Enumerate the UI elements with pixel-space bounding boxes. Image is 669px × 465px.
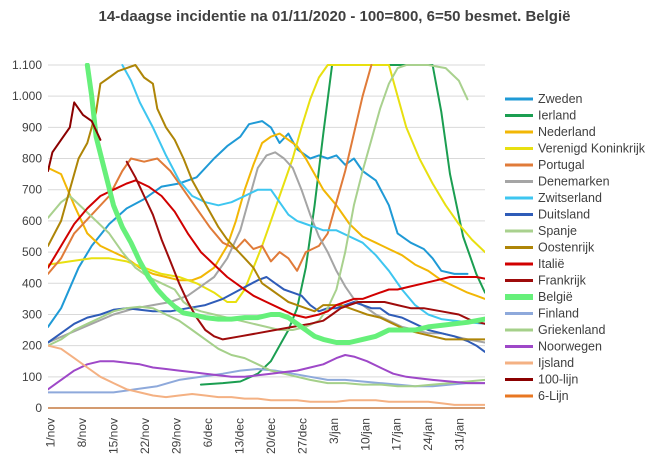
y-tick-label: 800 xyxy=(22,152,42,166)
series-line-frankrijk xyxy=(125,160,485,341)
legend-label: Oostenrijk xyxy=(538,241,595,255)
x-tick-label: 8/nov xyxy=(75,418,89,447)
legend-label: Duitsland xyxy=(538,208,590,222)
chart-title: 14-daagse incidentie na 01/11/2020 - 100… xyxy=(98,8,571,25)
x-tick-label: 17/jan xyxy=(390,418,404,451)
y-tick-label: 900 xyxy=(22,120,42,134)
series-line-zweden xyxy=(48,120,469,328)
legend-label: Zweden xyxy=(538,92,583,106)
legend-label: Ijsland xyxy=(538,356,574,370)
series-line-noorwegen xyxy=(48,354,485,391)
y-tick-label: 400 xyxy=(22,276,42,290)
x-tick-label: 27/dec xyxy=(295,418,309,454)
series-line-oostenrijk xyxy=(48,64,485,341)
y-tick-label: 1.000 xyxy=(12,89,42,103)
y-tick-label: 700 xyxy=(22,183,42,197)
gridlines xyxy=(48,64,485,409)
x-tick-label: 10/jan xyxy=(358,418,372,451)
legend-label: Verenigd Koninkrijk xyxy=(538,142,646,156)
x-tick-label: 15/nov xyxy=(107,418,121,454)
series-lines xyxy=(48,63,485,409)
series-line-ijsland xyxy=(48,344,485,406)
y-tick-label: 600 xyxy=(22,214,42,228)
y-tick-label: 100 xyxy=(22,370,42,384)
series-line-portugal xyxy=(48,64,373,275)
legend-label: Zwitserland xyxy=(538,191,602,205)
legend-label: Denemarken xyxy=(538,175,610,189)
x-tick-label: 1/nov xyxy=(44,418,58,447)
x-tick-label: 29/nov xyxy=(169,418,183,454)
legend-label: 6-Lijn xyxy=(538,389,569,403)
axes: 0 100 200 300 400 500 600 700 800 900 1.000 1.100 1/… xyxy=(12,58,485,454)
legend-label: 100-lijn xyxy=(538,373,578,387)
x-tick-label: 24/jan xyxy=(421,418,435,451)
series-line-100-lijn xyxy=(48,101,102,172)
series-line-spanje xyxy=(48,64,469,331)
x-tick-label: 6/dec xyxy=(201,418,215,447)
x-tick-label: 13/dec xyxy=(232,418,246,454)
legend-label: Griekenland xyxy=(538,323,605,337)
legend-label: Nederland xyxy=(538,125,596,139)
series-line-finland xyxy=(48,368,485,394)
legend-label: Finland xyxy=(538,307,579,321)
legend-label: Noorwegen xyxy=(538,340,602,354)
series-line-griekenland xyxy=(48,305,485,388)
x-tick-label: 22/nov xyxy=(138,418,152,454)
x-tick-label: 31/jan xyxy=(453,418,467,451)
y-tick-label: 200 xyxy=(22,339,42,353)
legend-label: Spanje xyxy=(538,224,577,238)
legend-label: België xyxy=(538,290,573,304)
series-line-zwitserland xyxy=(121,64,485,325)
series-line-belgi- xyxy=(84,63,485,345)
legend-label: Frankrijk xyxy=(538,274,587,288)
y-tick-label: 500 xyxy=(22,245,42,259)
y-tick-label: 1.100 xyxy=(12,58,42,72)
legend-label: Italië xyxy=(538,257,564,271)
y-tick-label: 300 xyxy=(22,307,42,321)
legend-label: Portugal xyxy=(538,158,585,172)
legend: Zweden Ierland Nederland Verenigd Koninkrij… xyxy=(505,92,646,403)
legend-label: Ierland xyxy=(538,109,576,123)
y-tick-label: 0 xyxy=(35,401,42,415)
x-tick-label: 20/dec xyxy=(264,418,278,454)
x-tick-label: 3/jan xyxy=(327,418,341,444)
series-line-itali- xyxy=(48,179,485,319)
